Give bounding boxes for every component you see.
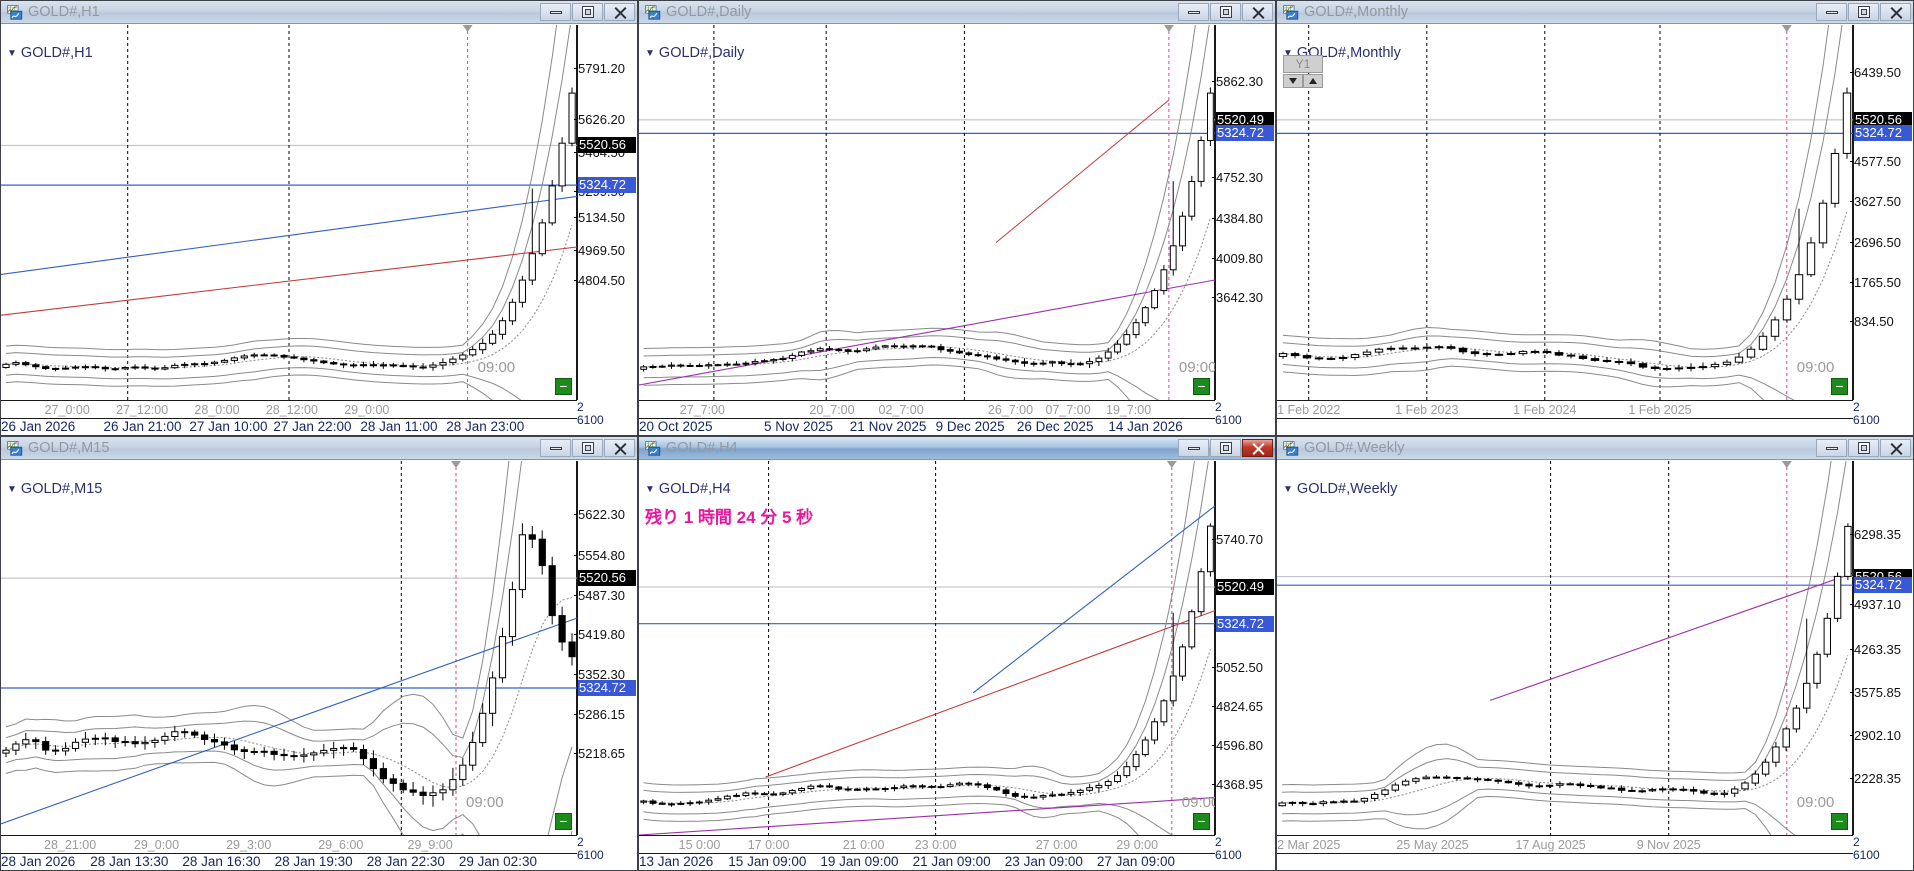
- svg-text:09:00: 09:00: [466, 794, 504, 811]
- svg-text:09:00: 09:00: [1797, 359, 1835, 376]
- svg-text:09:00: 09:00: [1797, 794, 1835, 811]
- svg-text:09:00: 09:00: [478, 359, 516, 376]
- svg-text:09:00: 09:00: [1179, 359, 1215, 376]
- svg-text:09:00: 09:00: [1182, 794, 1215, 811]
